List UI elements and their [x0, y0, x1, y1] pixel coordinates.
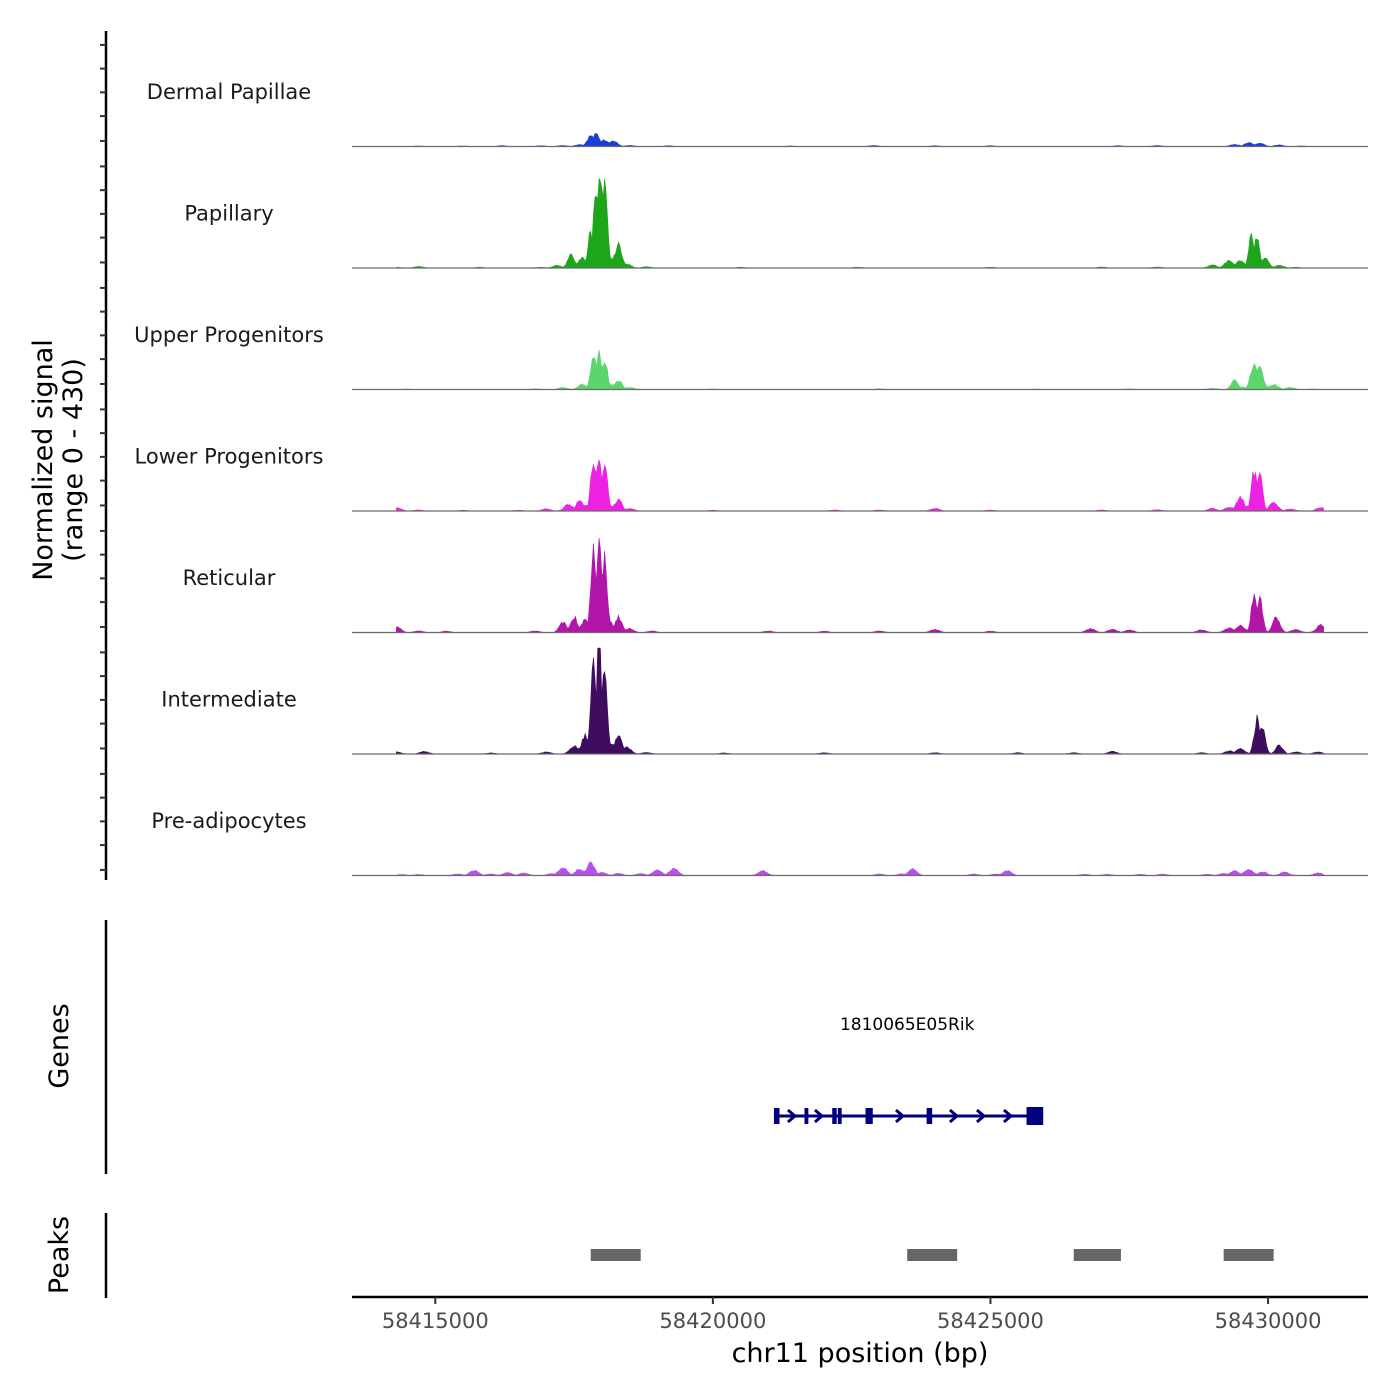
track-label: Papillary — [184, 202, 273, 226]
track-label: Lower Progenitors — [135, 445, 324, 469]
y-axis-title-line-1: Normalized signal — [28, 339, 59, 581]
gene-exon — [773, 1108, 780, 1124]
track-label: Intermediate — [161, 688, 297, 712]
track-label: Pre-adipocytes — [151, 809, 306, 833]
peak-region — [907, 1249, 958, 1261]
strand-arrow-icon — [813, 1108, 825, 1124]
coverage-track-dermal-papillae — [352, 133, 1368, 148]
coverage-area — [396, 133, 1324, 147]
gene-exon — [832, 1108, 837, 1124]
coverage-area — [396, 647, 1324, 755]
coverage-area — [396, 861, 1324, 876]
x-tick-label: 58430000 — [1215, 1309, 1322, 1333]
x-tick-label: 58420000 — [659, 1309, 766, 1333]
y-axis-title: Normalized signal (range 0 - 430) — [28, 339, 89, 581]
coverage-area — [396, 537, 1324, 633]
x-tick-label: 58425000 — [937, 1309, 1044, 1333]
gene-exon — [865, 1108, 873, 1124]
track-label: Upper Progenitors — [134, 323, 324, 347]
peaks-title: Peaks — [44, 1216, 75, 1294]
coverage-y-axis-ticks — [100, 43, 106, 871]
coverage-area — [396, 178, 1324, 269]
gene-models: 1810065E05Rik — [773, 1015, 1044, 1125]
track-label: Dermal Papillae — [147, 80, 311, 104]
genes-title: Genes — [44, 1003, 75, 1088]
x-axis-title: chr11 position (bp) — [732, 1338, 989, 1369]
strand-arrow-icon — [975, 1108, 987, 1124]
peak-region — [1073, 1249, 1121, 1261]
coverage-track-upper-progenitors — [352, 349, 1368, 391]
coverage-track-reticular — [352, 537, 1368, 634]
gene-label: 1810065E05Rik — [840, 1015, 975, 1035]
x-tick-label: 58415000 — [382, 1309, 489, 1333]
gene-exon — [1026, 1107, 1044, 1125]
genes-panel-title: Genes — [44, 1003, 75, 1088]
coverage-track-lower-progenitors — [352, 459, 1368, 512]
strand-arrow-icon — [1002, 1108, 1014, 1124]
x-axis-ticks: 58415000 58420000 58425000 58430000 — [382, 1297, 1322, 1333]
peak-region — [1223, 1249, 1274, 1261]
track-label: Reticular — [183, 566, 276, 590]
gene-exon — [926, 1108, 933, 1124]
strand-arrow-icon — [948, 1108, 960, 1124]
track-labels: Dermal Papillae Papillary Upper Progenitor… — [134, 80, 324, 833]
peak-region — [590, 1249, 641, 1261]
coverage-tracks — [352, 133, 1368, 877]
peaks-panel-title: Peaks — [44, 1216, 75, 1294]
peak-regions — [590, 1249, 1274, 1261]
gene-exon — [837, 1108, 842, 1124]
coverage-area — [396, 349, 1324, 390]
gene-exon — [804, 1108, 809, 1124]
coverage-track-intermediate — [352, 647, 1368, 755]
strand-arrow-icon — [786, 1108, 798, 1124]
coverage-track-papillary — [352, 178, 1368, 269]
strand-arrow-icon — [894, 1108, 906, 1124]
coverage-area — [396, 459, 1324, 512]
coverage-track-pre-adipocytes — [352, 861, 1368, 877]
y-axis-title-line-2: (range 0 - 430) — [58, 358, 89, 562]
